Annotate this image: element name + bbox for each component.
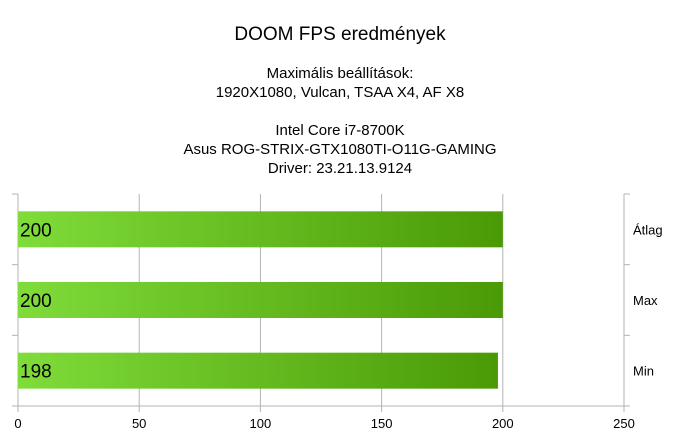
x-tick-label: 150 bbox=[371, 416, 393, 431]
x-axis-ticks: 0 50 100 150 200 250 bbox=[14, 406, 635, 431]
subtitle-line: Asus ROG-STRIX-GTX1080TI-O11G-GAMING bbox=[183, 141, 496, 158]
bar bbox=[18, 352, 498, 389]
category-label: Átlag bbox=[633, 222, 663, 237]
category-label: Max bbox=[633, 293, 658, 308]
x-tick-label: 200 bbox=[492, 416, 514, 431]
chart-subtitle: Maximális beállítások: 1920X1080, Vulcan,… bbox=[183, 65, 496, 177]
bar-data-label: 200 bbox=[20, 291, 52, 312]
bar-data-label: 198 bbox=[20, 362, 52, 383]
x-tick-label: 0 bbox=[14, 416, 21, 431]
subtitle-line: Maximális beállítások: bbox=[267, 65, 414, 82]
category-labels: Átlag Max Min bbox=[633, 222, 663, 378]
category-label: Min bbox=[633, 364, 654, 379]
x-tick-label: 250 bbox=[613, 416, 635, 431]
bar bbox=[18, 282, 503, 318]
chart-title: DOOM FPS eredmények bbox=[234, 24, 446, 45]
bar-series: 200 200 198 bbox=[18, 211, 503, 389]
subtitle-line: 1920X1080, Vulcan, TSAA X4, AF X8 bbox=[216, 84, 465, 101]
subtitle-line: Intel Core i7-8700K bbox=[275, 122, 404, 139]
x-tick-label: 50 bbox=[132, 416, 146, 431]
subtitle-line: Driver: 23.21.13.9124 bbox=[268, 160, 412, 177]
axes bbox=[12, 193, 630, 407]
x-tick-label: 100 bbox=[250, 416, 272, 431]
bar-data-label: 200 bbox=[20, 220, 52, 241]
bar bbox=[18, 211, 503, 248]
